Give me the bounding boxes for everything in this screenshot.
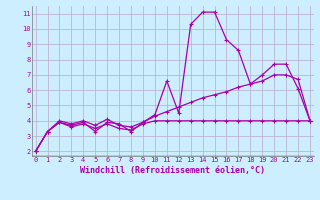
X-axis label: Windchill (Refroidissement éolien,°C): Windchill (Refroidissement éolien,°C): [80, 166, 265, 175]
